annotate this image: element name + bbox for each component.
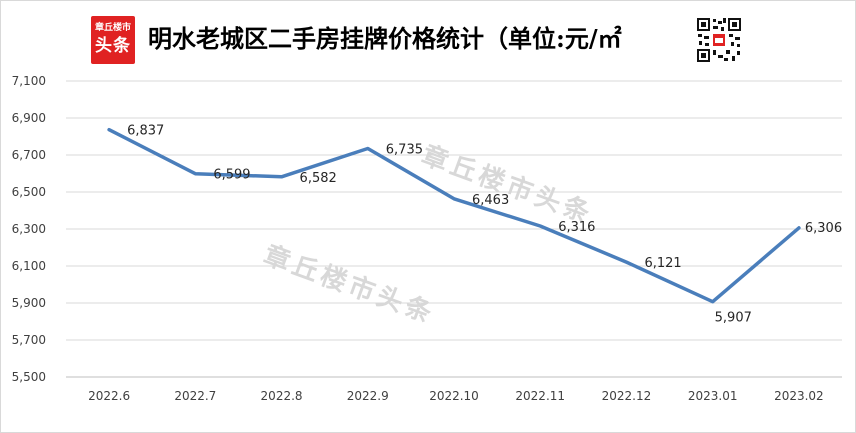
- y-tick-label: 6,500: [12, 185, 46, 199]
- data-label: 6,316: [558, 220, 595, 235]
- data-label: 6,735: [386, 143, 423, 158]
- watermark-lower: 章丘楼市头条: [260, 239, 440, 330]
- data-labels: 6,837 6,599 6,582 6,735 6,463 6,316 6,121 5,907…: [127, 124, 842, 326]
- x-tick-label: 2023.01: [688, 389, 738, 403]
- x-tick-label: 2023.02: [774, 389, 824, 403]
- data-label: 6,837: [127, 124, 164, 139]
- qr-code-icon: [696, 17, 742, 63]
- logo-line1: 章丘楼市: [94, 23, 131, 33]
- data-label: 6,121: [644, 256, 681, 271]
- data-label: 6,306: [805, 221, 842, 236]
- y-tick-label: 5,500: [12, 370, 46, 384]
- logo-line2: 头条: [95, 36, 131, 56]
- series-line: [107, 127, 801, 304]
- price-series: [107, 127, 801, 304]
- y-tick-label: 5,900: [12, 296, 46, 310]
- data-label: 5,907: [715, 311, 752, 326]
- x-axis-tick-labels: 2022.6 2022.7 2022.8 2022.9 2022.10 2022.11 20…: [88, 389, 824, 403]
- x-tick-label: 2022.6: [88, 389, 130, 403]
- y-tick-label: 6,300: [12, 222, 46, 236]
- x-tick-label: 2022.9: [347, 389, 389, 403]
- y-axis-tick-labels: 5,500 5,700 5,900 6,100 6,300 6,500 6,700 6,900…: [12, 74, 46, 384]
- x-tick-label: 2022.8: [261, 389, 303, 403]
- y-tick-label: 7,100: [12, 74, 46, 88]
- x-tick-label: 2022.10: [429, 389, 479, 403]
- y-tick-label: 5,700: [12, 333, 46, 347]
- gridlines: [66, 80, 842, 378]
- y-tick-label: 6,700: [12, 148, 46, 162]
- x-tick-label: 2022.11: [515, 389, 565, 403]
- x-tick-label: 2022.7: [174, 389, 216, 403]
- brand-logo: 章丘楼市 头条: [91, 16, 135, 64]
- data-label: 6,463: [472, 193, 509, 208]
- data-label: 6,582: [300, 171, 337, 186]
- y-tick-label: 6,100: [12, 259, 46, 273]
- data-label: 6,599: [213, 168, 250, 183]
- y-tick-label: 6,900: [12, 111, 46, 125]
- x-tick-label: 2022.12: [602, 389, 652, 403]
- chart-title: 明水老城区二手房挂牌价格统计（单位:元/㎡: [148, 24, 622, 53]
